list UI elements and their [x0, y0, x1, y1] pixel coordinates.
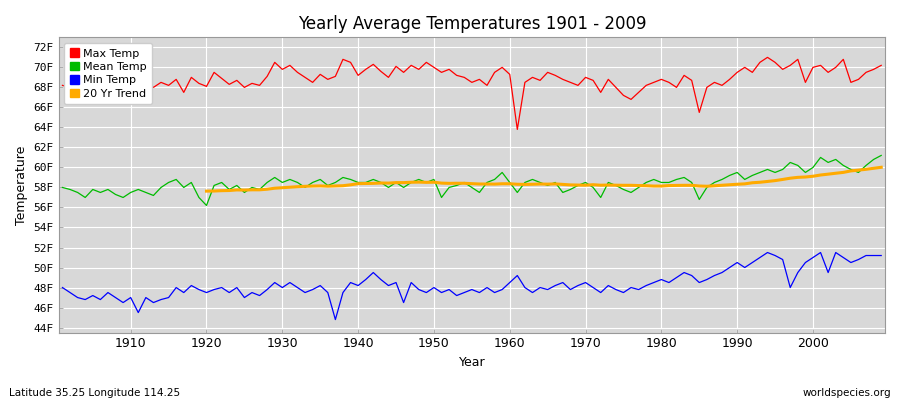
Y-axis label: Temperature: Temperature [15, 145, 28, 225]
Text: Latitude 35.25 Longitude 114.25: Latitude 35.25 Longitude 114.25 [9, 388, 180, 398]
X-axis label: Year: Year [458, 356, 485, 369]
Legend: Max Temp, Mean Temp, Min Temp, 20 Yr Trend: Max Temp, Mean Temp, Min Temp, 20 Yr Tre… [64, 43, 152, 104]
Text: worldspecies.org: worldspecies.org [803, 388, 891, 398]
Title: Yearly Average Temperatures 1901 - 2009: Yearly Average Temperatures 1901 - 2009 [298, 15, 646, 33]
